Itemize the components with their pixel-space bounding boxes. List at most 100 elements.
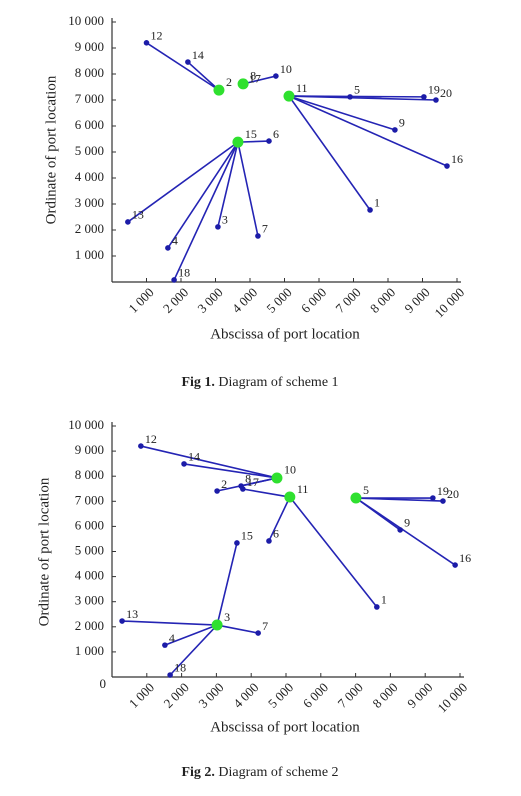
port-point: [367, 207, 373, 213]
hub-point: [211, 619, 223, 631]
caption-label: Fig 2.: [181, 765, 214, 780]
port-label: 6: [273, 127, 279, 141]
port-label: 13: [126, 607, 138, 621]
link: [242, 488, 290, 498]
port-label: 4: [172, 234, 178, 248]
y-tick-label: 7 000: [75, 91, 104, 106]
port-label: 12: [151, 29, 163, 43]
port-point: [119, 618, 125, 624]
y-tick-label: 7 000: [75, 492, 104, 507]
port-label: 2: [221, 477, 227, 491]
port-point: [165, 245, 171, 251]
link: [169, 624, 218, 676]
x-tick-label: 1 000: [125, 285, 156, 316]
y-tick-label: 9 000: [75, 442, 104, 457]
link: [146, 42, 220, 91]
y-tick-label: 5 000: [75, 542, 104, 557]
hub-point: [284, 491, 296, 503]
x-tick-label: 2 000: [161, 680, 192, 711]
link: [216, 624, 259, 634]
x-axis-title: Abscissa of port location: [210, 326, 360, 342]
x-tick-label: 7 000: [332, 285, 363, 316]
port-point: [215, 224, 221, 230]
port-point: [433, 97, 439, 103]
link: [288, 95, 396, 131]
port-label: 7: [262, 222, 268, 236]
x-tick-label: 8 000: [367, 285, 398, 316]
link: [122, 620, 218, 626]
port-label: 13: [132, 208, 144, 222]
link: [289, 496, 378, 608]
caption-text: Diagram of scheme 1: [218, 375, 338, 390]
y-tick-label: 5 000: [75, 143, 104, 158]
link: [127, 141, 239, 223]
link: [217, 141, 239, 228]
link: [237, 141, 259, 237]
y-tick-label: 3 000: [75, 195, 104, 210]
hub-point: [350, 492, 362, 504]
port-label: 20: [440, 86, 452, 100]
link: [288, 95, 448, 167]
port-point: [444, 163, 450, 169]
port-label: 14: [188, 450, 200, 464]
port-point: [143, 40, 150, 46]
y-tick-label: 8 000: [75, 467, 104, 482]
hub-label: 15: [245, 127, 257, 141]
port-point: [167, 672, 173, 678]
port-point: [440, 498, 446, 504]
x-tick-label: 6 000: [300, 680, 331, 711]
port-point: [347, 94, 353, 100]
hub-label: 10: [284, 463, 296, 477]
x-tick-label: 4 000: [229, 285, 260, 316]
port-point: [397, 527, 403, 533]
hub-point: [213, 84, 225, 96]
port-point: [171, 277, 177, 283]
y-tick-label: 6 000: [75, 517, 104, 532]
hub-label: 2: [226, 75, 232, 89]
port-label: 17: [247, 475, 259, 489]
port-point: [266, 538, 272, 544]
link: [355, 497, 443, 502]
port-point: [138, 443, 144, 449]
port-label: 1: [381, 593, 387, 607]
port-point: [162, 642, 168, 648]
link: [216, 542, 238, 626]
caption-label: Fig 1.: [181, 375, 214, 390]
link: [268, 496, 291, 542]
port-label: 16: [459, 551, 471, 565]
x-tick-label: 8 000: [369, 680, 400, 711]
y-tick-label: 10 000: [68, 417, 104, 432]
port-point: [430, 495, 436, 501]
port-point: [234, 540, 240, 546]
port-point: [273, 73, 279, 79]
y-tick-label: 2 000: [75, 618, 104, 633]
hub-label: 11: [297, 482, 309, 496]
hub-label: 5: [363, 483, 369, 497]
port-label: 10: [280, 62, 292, 76]
link: [355, 497, 456, 566]
port-label: 20: [447, 487, 459, 501]
port-point: [374, 604, 380, 610]
port-point: [181, 461, 187, 467]
link: [183, 463, 278, 479]
link: [187, 61, 220, 91]
port-point: [421, 94, 427, 100]
hub-point: [232, 136, 244, 148]
link: [288, 95, 371, 211]
y-tick-label: 8 000: [75, 65, 104, 80]
link: [164, 624, 218, 646]
x-tick-label: 7 000: [335, 680, 366, 711]
x-tick-label: 2 000: [160, 285, 191, 316]
y-tick-label: 6 000: [75, 117, 104, 132]
y-tick-label: 1 000: [75, 643, 104, 658]
x-tick-label: 10 000: [434, 680, 470, 716]
port-label: 19: [428, 83, 440, 97]
link: [240, 477, 278, 487]
hub-label: 8: [250, 69, 256, 83]
link: [167, 141, 239, 249]
y-tick-label: 9 000: [75, 39, 104, 54]
caption: Fig 2. Diagram of scheme 2: [181, 765, 338, 780]
y-axis-title: Ordinate of port location: [43, 75, 59, 224]
